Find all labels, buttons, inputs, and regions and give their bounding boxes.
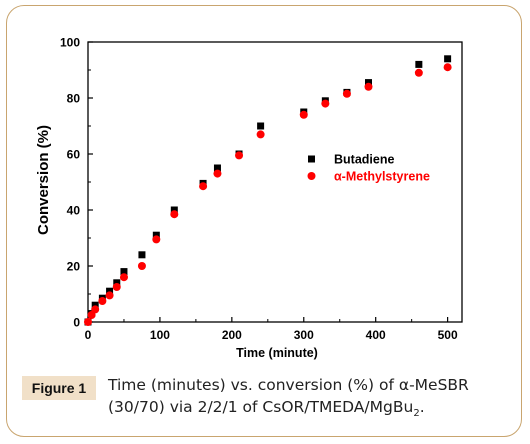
methylstyrene-point: [170, 210, 179, 219]
methylstyrene-point: [443, 63, 452, 72]
x-tick-label: 100: [150, 328, 170, 342]
caption-main: Time (minutes) vs. conversion (%) of α-M…: [108, 376, 469, 416]
caption-end: .: [419, 398, 425, 416]
methylstyrene-point: [256, 130, 265, 139]
butadiene-point: [257, 122, 265, 130]
y-tick-label: 100: [60, 36, 80, 50]
methylstyrene-point: [321, 99, 330, 108]
butadiene-point: [170, 206, 178, 214]
caption-text: Time (minutes) vs. conversion (%) of α-M…: [108, 374, 508, 425]
chart-ticks: 0 100 200 300 400 500 0 20 40 60 80 100: [60, 36, 458, 343]
butadiene-point: [444, 55, 452, 63]
y-tick-label: 60: [67, 148, 81, 162]
legend-methylstyrene-label: α-Methylstyrene: [334, 170, 430, 184]
butadiene-point: [365, 79, 372, 87]
methylstyrene-point: [364, 82, 373, 91]
methylstyrene-point: [342, 89, 351, 98]
butadiene-point: [138, 251, 146, 259]
legend-methylstyrene-marker: [307, 172, 316, 180]
figure-label: Figure 1: [22, 376, 96, 400]
y-tick-label: 0: [73, 316, 80, 330]
legend-butadiene-marker: [308, 155, 315, 163]
x-axis-label: Time (minute): [236, 346, 318, 360]
y-axis-label: Conversion (%): [35, 125, 52, 235]
y-tick-label: 20: [67, 260, 81, 274]
butadiene-point: [213, 164, 221, 172]
methylstyrene-point: [119, 273, 128, 282]
methylstyrene-point: [152, 235, 161, 244]
methylstyrene-point: [98, 297, 107, 305]
x-tick-label: 200: [222, 328, 242, 342]
methylstyrene-point: [105, 291, 114, 300]
butadiene-point: [106, 287, 114, 295]
butadiene-point: [120, 268, 128, 276]
methylstyrene-point: [137, 262, 146, 270]
conversion-chart: 0 100 200 300 400 500 0 20 40 60 80 100 Time (minut…: [35, 36, 463, 360]
caption-subscript: 2: [413, 408, 420, 420]
y-tick-label: 40: [67, 204, 81, 218]
chart-marks: [84, 55, 452, 326]
methylstyrene-point: [213, 169, 222, 178]
methylstyrene-point: [112, 283, 121, 291]
x-tick-label: 0: [85, 328, 92, 342]
methylstyrene-point: [235, 151, 244, 160]
chart-legend: Butadiene α-Methylstyrene: [293, 148, 443, 186]
legend-box: [293, 148, 443, 186]
methylstyrene-point: [299, 110, 308, 119]
x-tick-label: 300: [294, 328, 314, 342]
figure-caption: Figure 1 Time (minutes) vs. conversion (…: [22, 370, 510, 430]
butadiene-point: [113, 279, 121, 287]
butadiene-point: [91, 301, 99, 309]
methylstyrene-point: [199, 182, 208, 191]
y-tick-label: 80: [67, 92, 81, 106]
figure-frame: [6, 5, 522, 437]
x-tick-label: 400: [366, 328, 386, 342]
legend-butadiene-label: Butadiene: [334, 153, 394, 167]
butadiene-point: [415, 60, 423, 68]
methylstyrene-point: [414, 68, 423, 77]
methylstyrene-point: [84, 318, 92, 326]
butadiene-point: [152, 231, 160, 239]
methylstyrene-point: [91, 305, 100, 314]
x-tick-label: 500: [438, 328, 458, 342]
